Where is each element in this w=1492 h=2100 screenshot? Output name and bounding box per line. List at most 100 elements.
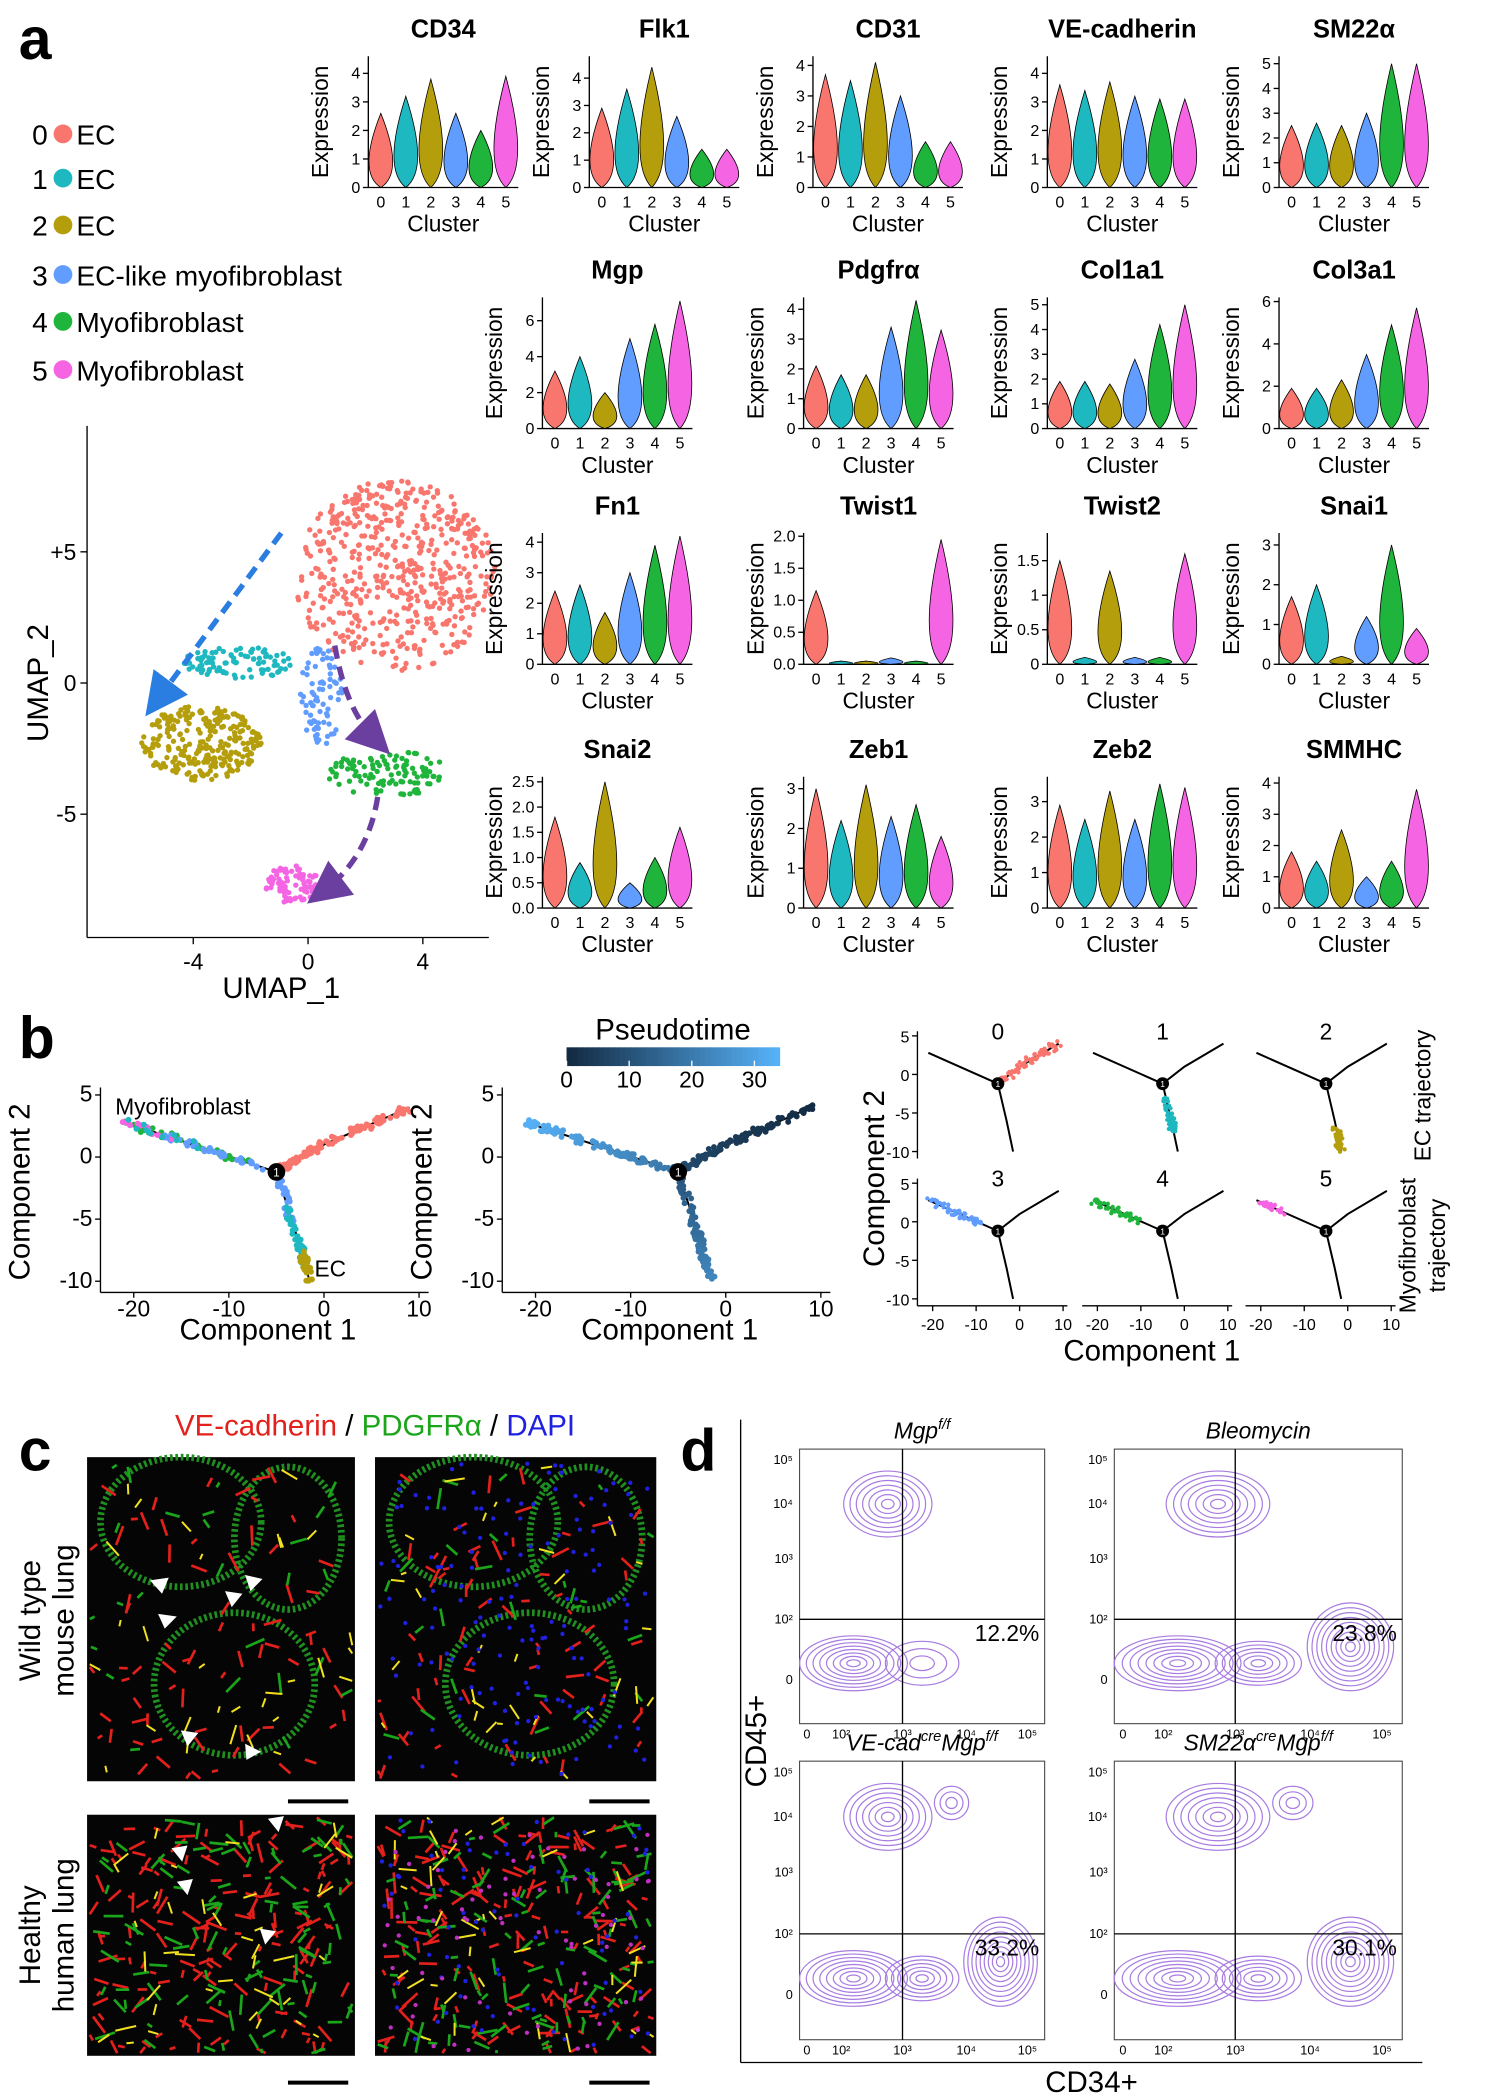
cell-point (190, 1138, 197, 1145)
signal (341, 1709, 347, 1722)
umap-point (241, 720, 248, 726)
x-tick-label: 2 (871, 194, 880, 212)
umap-point (420, 516, 426, 522)
umap-point (349, 554, 355, 561)
contour (975, 1931, 1026, 1993)
y-tick-label: 10⁴ (1088, 1496, 1108, 1511)
violin (928, 539, 954, 665)
signal (555, 1968, 563, 1986)
nucleus (385, 1922, 390, 1928)
nucleus (513, 1740, 518, 1745)
signal (442, 1566, 450, 1571)
signal (450, 1678, 458, 1695)
signal (222, 1889, 238, 1895)
branch-point (1319, 1077, 1333, 1091)
contour (1153, 1652, 1203, 1675)
contour (868, 1801, 908, 1832)
cell-point (1279, 1209, 1284, 1215)
nucleus (554, 1929, 559, 1934)
contour (1129, 1956, 1226, 2000)
nucleus (429, 1660, 434, 1665)
signal (613, 1879, 634, 1886)
cell-point (1282, 1212, 1287, 1217)
x-tick-label: 10² (832, 1726, 850, 1741)
signal (344, 1877, 351, 1886)
x-tick-label: 10⁴ (1300, 1726, 1320, 1741)
x-axis-title: Cluster (581, 687, 653, 713)
signal (108, 1728, 113, 1743)
umap-point (170, 738, 177, 744)
umap-point (414, 619, 421, 625)
contour (861, 1797, 914, 1837)
umap-point (317, 511, 324, 517)
nucleus (406, 1861, 412, 1867)
contour (939, 1791, 964, 1815)
umap-point (186, 754, 192, 760)
contour (945, 1796, 958, 1810)
y-tick-label: 0 (1030, 656, 1039, 674)
violin (667, 535, 693, 665)
colorbar-segment (603, 1047, 610, 1067)
cell-point (380, 1112, 386, 1119)
y-tick-label: 4 (1262, 80, 1271, 98)
signal (419, 1819, 425, 1833)
nucleus (413, 2002, 418, 2008)
umap-point (327, 550, 333, 556)
x-tick-label: 1 (846, 194, 855, 212)
signal (641, 1896, 648, 1901)
signal (248, 2033, 259, 2049)
signal (99, 1986, 107, 1996)
cell-point (957, 1208, 962, 1213)
signal (537, 1941, 546, 1947)
signal (639, 1537, 644, 1545)
nucleus (628, 1915, 633, 1921)
signal (133, 1970, 150, 1976)
nucleus (463, 1643, 468, 1649)
x-tick-label: 4 (912, 435, 921, 453)
signal (542, 1849, 558, 1858)
cell-point (239, 1159, 246, 1166)
nucleus (462, 1530, 467, 1535)
nucleus (388, 2025, 393, 2030)
y-tick-label: 1 (1030, 587, 1039, 605)
y-tick-label: 0.0 (512, 899, 534, 917)
nucleus (438, 1564, 444, 1570)
legend-id: 0 (32, 120, 48, 151)
nucleus (495, 1967, 500, 1972)
x-tick-label: 2 (862, 670, 871, 688)
nucleus (506, 1498, 511, 1503)
signal (306, 1529, 317, 1541)
cell-point (687, 1217, 694, 1224)
umap-point (315, 566, 321, 572)
y-tick-label: 10⁴ (773, 1496, 793, 1511)
umap-point (470, 517, 476, 523)
nucleus (625, 1912, 630, 1917)
colorbar-segment (625, 1047, 632, 1067)
signal (89, 1843, 97, 1849)
contour (1325, 1621, 1376, 1672)
signal (130, 1747, 141, 1752)
y-tick-label: 0 (1262, 420, 1271, 438)
y-tick-label: 5 (482, 1081, 495, 1107)
violin (1404, 63, 1429, 189)
contour (1113, 1635, 1242, 1692)
signal (174, 1952, 196, 1957)
contour (1137, 1960, 1218, 1997)
cell-point (961, 1215, 966, 1221)
umap-point (327, 598, 333, 605)
umap-point (239, 714, 246, 720)
umap-point (248, 751, 255, 757)
umap-point (200, 773, 207, 779)
y-tick-label: 2 (1262, 129, 1271, 147)
nucleus (395, 1873, 401, 1878)
nucleus (424, 1506, 430, 1511)
nucleus (485, 2004, 490, 2010)
umap-point (415, 790, 422, 796)
cell-point (308, 1276, 315, 1283)
nucleus (564, 1877, 569, 1882)
nucleus (410, 2014, 415, 2019)
trajectory-branch (996, 1083, 1015, 1152)
umap-point (408, 618, 414, 624)
umap-point (380, 585, 386, 591)
nucleus (588, 1724, 593, 1729)
